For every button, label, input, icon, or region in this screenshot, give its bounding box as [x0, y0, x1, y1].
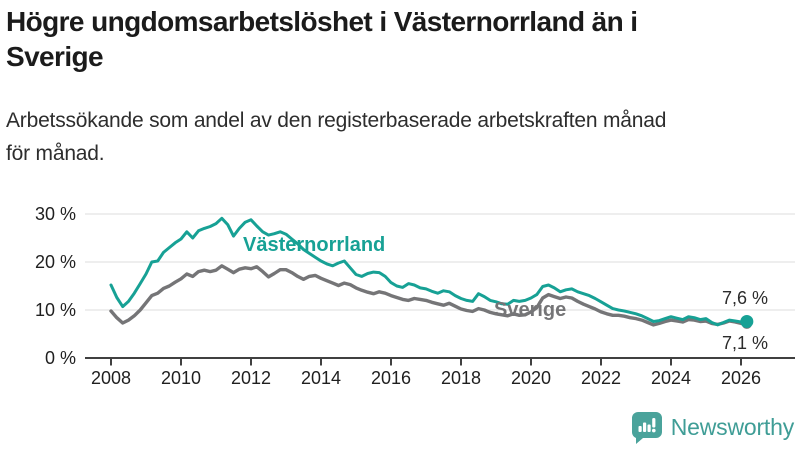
series-line-sverige [109, 264, 749, 327]
y-axis-label-20: 20 % [34, 252, 76, 272]
bar-2 [642, 422, 646, 432]
newsworthy-logo-text: Newsworthy [670, 413, 794, 440]
chart-subtitle: Arbetssökande som andel av den registerb… [6, 104, 796, 170]
series-line-västernorrland [109, 216, 749, 327]
speech-bubble-shape [631, 412, 662, 444]
series-label-sverige: Sverige [494, 299, 567, 321]
bar-3 [647, 424, 651, 432]
x-axis-label-2008: 2008 [90, 368, 132, 388]
bar-1 [638, 426, 642, 432]
y-axis-label-10: 10 % [34, 300, 76, 320]
chart-title: Högre ungdomsarbetslöshet i Västernorrla… [6, 4, 786, 74]
x-axis-label-2022: 2022 [580, 368, 622, 388]
x-axis-label-2010: 2010 [160, 368, 202, 388]
newsworthy-brand: Newsworthy [629, 410, 794, 444]
end-value-label-vasternorrland: 7,6 % [721, 288, 768, 308]
x-axis-label-2012: 2012 [230, 368, 272, 388]
y-axis-label-30: 30 % [34, 204, 76, 224]
x-axis-label-2024: 2024 [650, 368, 692, 388]
exclamation-dot [651, 428, 656, 433]
x-axis-label-2016: 2016 [370, 368, 412, 388]
chart-subtitle-line-1: Arbetssökande som andel av den registerb… [6, 109, 667, 132]
chart-title-line-1: Högre ungdomsarbetslöshet i Västernorrla… [6, 6, 638, 37]
x-axis-label-2026: 2026 [720, 368, 762, 388]
end-value-label-sverige: 7,1 % [721, 333, 768, 353]
series-end-dot-västernorrland [740, 315, 754, 329]
y-axis-label-0: 0 % [44, 348, 76, 368]
x-axis-label-2014: 2014 [300, 368, 342, 388]
chart-subtitle-line-2: för månad. [6, 142, 105, 165]
chart-title-line-2: Sverige [6, 41, 104, 72]
x-axis-label-2020: 2020 [510, 368, 552, 388]
exclamation-stem [651, 418, 656, 428]
series-label-vasternorrland: Västernorrland [243, 234, 386, 256]
x-axis-label-2018: 2018 [440, 368, 482, 388]
newsworthy-logo-icon [631, 412, 662, 444]
